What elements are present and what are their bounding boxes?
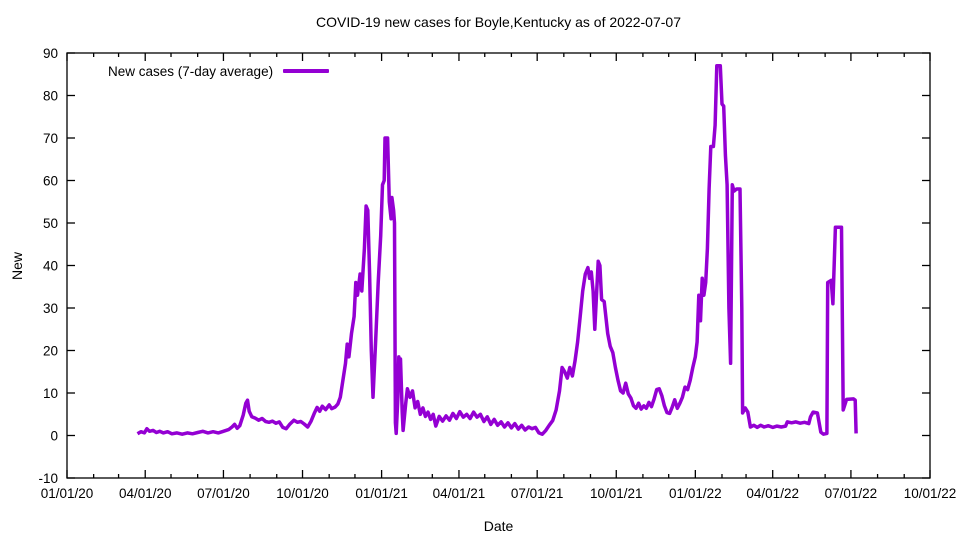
y-tick-label: 50 (43, 216, 58, 231)
x-tick-label: 04/01/22 (746, 486, 799, 501)
plot-border (66, 52, 931, 479)
x-tick-label: 10/01/20 (276, 486, 329, 501)
x-axis-label: Date (483, 518, 514, 534)
y-axis-label: New (9, 252, 25, 281)
legend-label: New cases (7-day average) (108, 63, 274, 79)
y-tick-label: 30 (43, 301, 58, 316)
new-cases-line (136, 64, 858, 436)
x-tick-label: 07/01/21 (511, 486, 564, 501)
y-tick-label: -10 (38, 471, 58, 486)
x-tick-label: 01/01/20 (41, 486, 94, 501)
y-tick-label: 20 (43, 344, 58, 359)
x-tick-label: 07/01/20 (197, 486, 250, 501)
x-tick-label: 10/01/22 (904, 486, 957, 501)
chart-title: COVID-19 new cases for Boyle,Kentucky as… (316, 14, 681, 30)
x-tick-label: 07/01/22 (825, 486, 878, 501)
y-tick-label: 80 (43, 89, 58, 104)
y-tick-label: 10 (43, 386, 58, 401)
x-tick-label: 01/01/21 (355, 486, 408, 501)
x-tick-label: 04/01/20 (119, 486, 172, 501)
legend-line-swatch (283, 69, 330, 73)
x-tick-label: 10/01/21 (590, 486, 643, 501)
y-tick-label: 0 (50, 429, 58, 444)
x-tick-label: 01/01/22 (669, 486, 722, 501)
y-tick-label: 70 (43, 131, 58, 146)
legend: New cases (7-day average) (108, 63, 330, 79)
y-tick-label: 60 (43, 174, 58, 189)
y-tick-label: 90 (43, 46, 58, 61)
y-tick-label: 40 (43, 259, 58, 274)
x-tick-label: 04/01/21 (433, 486, 486, 501)
